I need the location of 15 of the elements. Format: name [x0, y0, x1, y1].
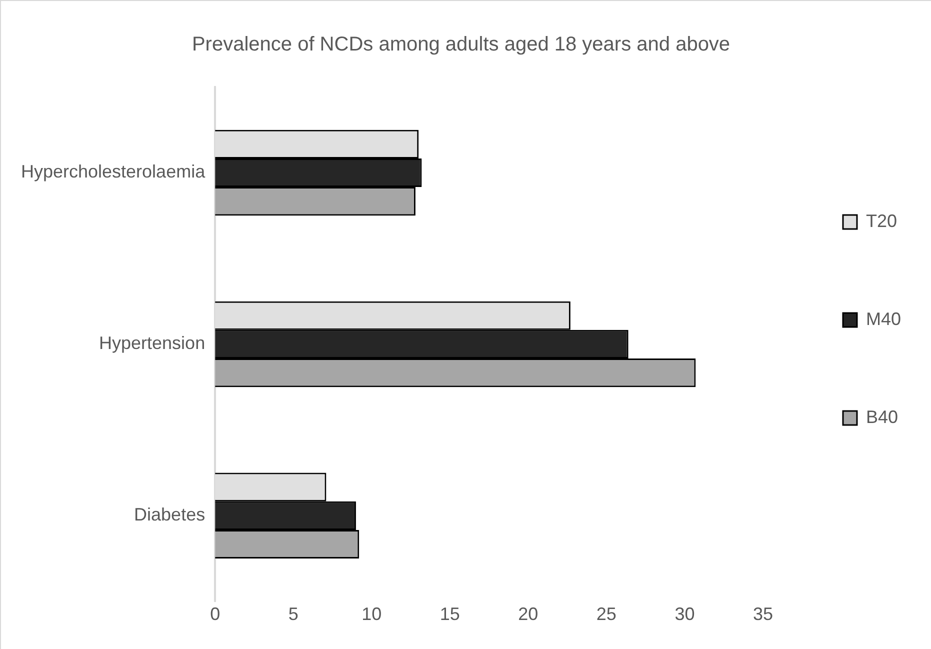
y-tick-label: Hypertension — [99, 333, 206, 354]
x-tick-label: 25 — [596, 604, 616, 624]
y-tick-label: Hypercholesterolaemia — [20, 162, 206, 182]
legend-label: T20 — [866, 210, 898, 231]
x-tick-label: 30 — [674, 604, 695, 624]
chart-title: Prevalence of NCDs among adults aged 18 years and above — [192, 34, 730, 56]
x-tick-label: 35 — [752, 604, 773, 624]
legend-label: M40 — [866, 308, 901, 329]
x-tick-label: 0 — [210, 604, 220, 624]
x-tick-label: 15 — [440, 604, 460, 624]
y-tick-label: Diabetes — [134, 504, 206, 525]
x-tick-label: 5 — [288, 604, 298, 624]
x-tick-label: 20 — [518, 604, 538, 624]
x-tick-label: 10 — [362, 604, 382, 624]
legend-label: B40 — [866, 406, 898, 427]
